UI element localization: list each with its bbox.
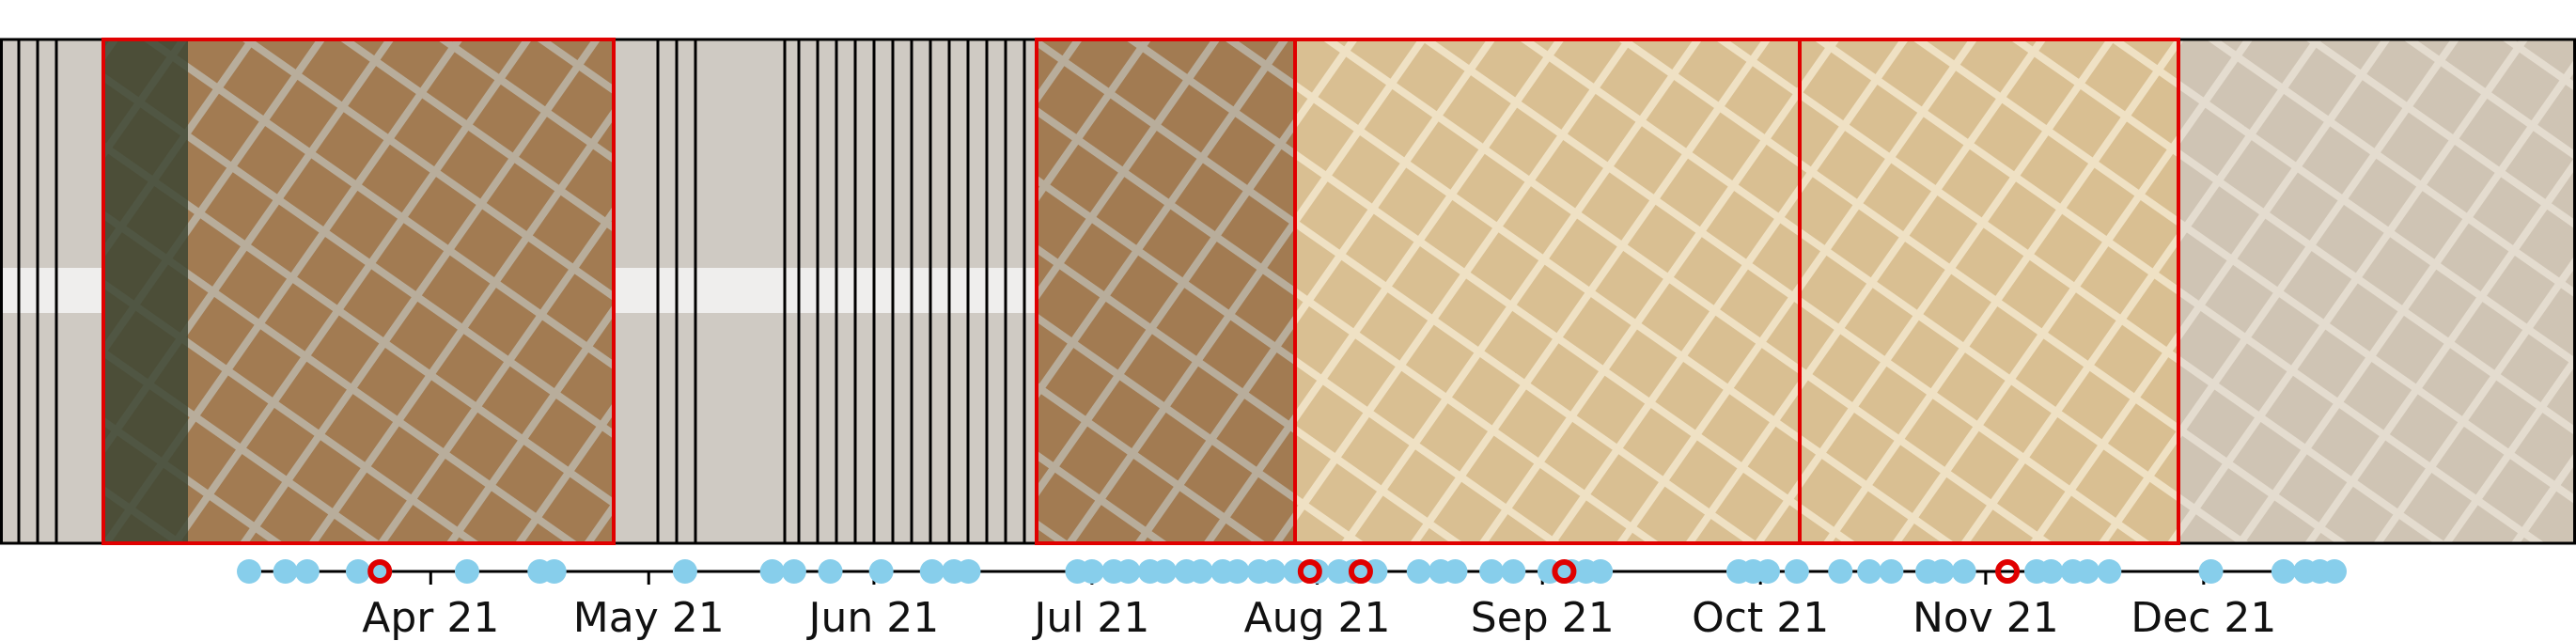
acquisition-point bbox=[1261, 559, 1287, 584]
acquisition-point bbox=[919, 559, 945, 584]
acquisition-point bbox=[2097, 559, 2122, 584]
highlighted-points bbox=[367, 559, 2021, 584]
acquisition-point bbox=[1588, 559, 1614, 584]
highlighted-point bbox=[1348, 559, 1373, 584]
highlighted-point bbox=[1995, 559, 2021, 584]
acquisition-point bbox=[672, 559, 697, 584]
acquisition-point bbox=[273, 559, 298, 584]
highlighted-point bbox=[367, 559, 393, 584]
tile-mar bbox=[103, 39, 614, 543]
x-tick-label: Jun 21 bbox=[806, 594, 940, 641]
x-tick-label: Jul 21 bbox=[1031, 594, 1149, 641]
timeline-axis: Apr 21 May 21 Jun 21 Jul 21 Aug 21 Sep 21 Oct … bbox=[237, 559, 2347, 641]
acquisition-point bbox=[1443, 559, 1468, 584]
acquisition-point bbox=[1828, 559, 1853, 584]
acquisition-point bbox=[868, 559, 894, 584]
highlight-frame-oct bbox=[1798, 38, 2180, 545]
highlighted-point bbox=[1552, 559, 1577, 584]
acquisition-point bbox=[2075, 559, 2100, 584]
acquisition-point bbox=[1079, 559, 1104, 584]
acquisition-point bbox=[956, 559, 981, 584]
acquisition-point bbox=[1929, 559, 1955, 584]
acquisition-point bbox=[2198, 559, 2224, 584]
acquisition-point bbox=[1152, 559, 1178, 584]
acquisition-point bbox=[454, 559, 479, 584]
acquisition-point bbox=[781, 559, 806, 584]
tile-dec bbox=[2178, 39, 2576, 543]
acquisition-point bbox=[1225, 559, 1250, 584]
acquisition-point bbox=[1406, 559, 1431, 584]
acquisition-point bbox=[1188, 559, 1213, 584]
acquisition-point bbox=[1784, 559, 1809, 584]
acquisition-point bbox=[759, 559, 785, 584]
acquisition-point bbox=[1501, 559, 1526, 584]
overlapping-frame-lines bbox=[17, 39, 1026, 543]
highlighted-point bbox=[1297, 559, 1322, 584]
x-tick-label: May 21 bbox=[573, 594, 725, 641]
acquisition-point bbox=[2038, 559, 2064, 584]
x-tick-label: Aug 21 bbox=[1244, 594, 1391, 641]
x-tick-label: Apr 21 bbox=[362, 594, 499, 641]
x-tick-label: Dec 21 bbox=[2131, 594, 2276, 641]
acquisition-point bbox=[1755, 559, 1780, 584]
acquisition-point bbox=[1879, 559, 1904, 584]
acquisition-point bbox=[541, 559, 567, 584]
acquisition-points bbox=[237, 559, 2347, 584]
acquisition-point bbox=[345, 559, 370, 584]
image-strip bbox=[0, 38, 2576, 545]
tile-oct bbox=[1800, 39, 2178, 543]
x-tick-label: Oct 21 bbox=[1692, 594, 1829, 641]
acquisition-point bbox=[1116, 559, 1141, 584]
acquisition-point bbox=[2271, 559, 2296, 584]
acquisition-point bbox=[1479, 559, 1505, 584]
tile-jul bbox=[1037, 39, 1295, 543]
highlight-frame-mar bbox=[101, 38, 616, 545]
acquisition-point bbox=[237, 559, 261, 584]
acquisition-point bbox=[2322, 559, 2347, 584]
acquisition-point bbox=[818, 559, 843, 584]
acquisition-point bbox=[1951, 559, 1976, 584]
acquisition-point bbox=[294, 559, 320, 584]
x-tick-label: Sep 21 bbox=[1471, 594, 1615, 641]
tile-aug bbox=[1295, 39, 1800, 543]
tile-mar-vegetation bbox=[103, 39, 188, 543]
acquisition-point bbox=[1857, 559, 1882, 584]
x-tick-labels: Apr 21 May 21 Jun 21 Jul 21 Aug 21 Sep 21 Oct … bbox=[362, 594, 2276, 641]
x-tick-label: Nov 21 bbox=[1912, 594, 2059, 641]
